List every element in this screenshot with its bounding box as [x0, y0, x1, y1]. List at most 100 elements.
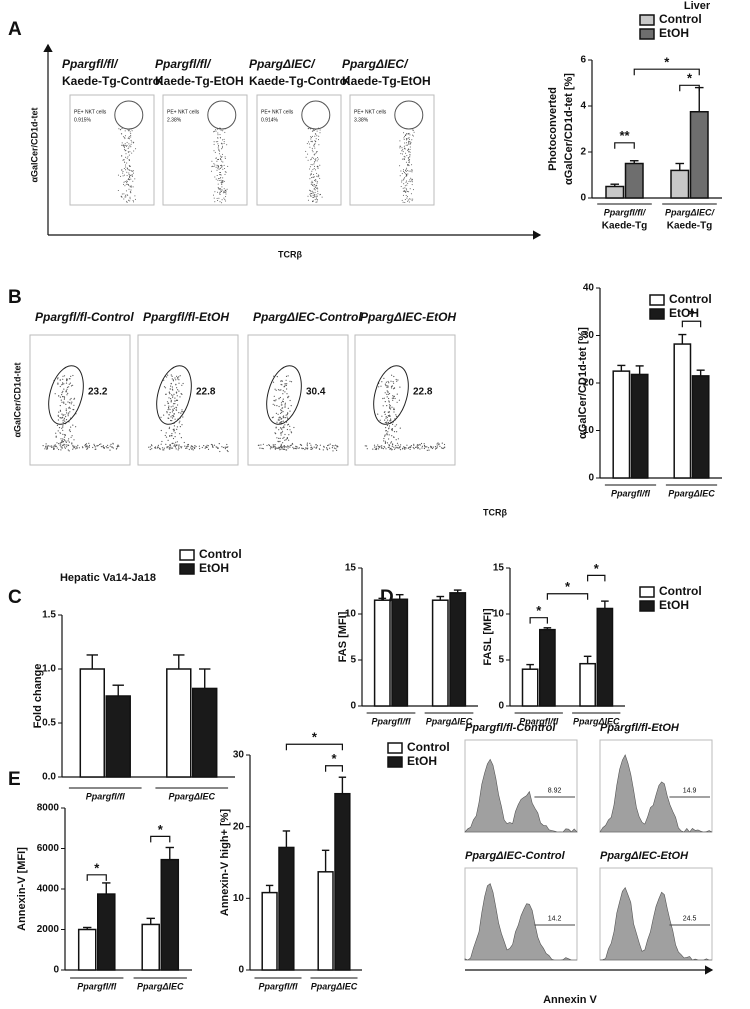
event-dot	[314, 189, 316, 191]
event-dot	[261, 447, 263, 449]
event-dot	[323, 446, 325, 448]
event-dot	[75, 448, 77, 450]
event-dot	[163, 449, 165, 451]
event-dot	[382, 397, 384, 400]
event-dot	[434, 446, 437, 448]
significance-bracket	[679, 84, 700, 92]
event-dot	[216, 160, 218, 162]
event-dot	[274, 404, 276, 406]
event-dot	[172, 395, 174, 397]
event-dot	[273, 375, 275, 377]
event-dot	[413, 131, 415, 133]
event-dot	[219, 134, 221, 136]
event-dot	[169, 446, 171, 448]
event-dot	[149, 448, 151, 451]
event-dot	[404, 173, 406, 175]
event-dot	[86, 445, 88, 447]
event-dot	[62, 416, 64, 418]
event-dot	[283, 415, 285, 417]
event-dot	[313, 168, 315, 170]
legend-label: Control	[659, 12, 702, 26]
event-dot	[407, 163, 408, 165]
event-dot	[174, 432, 176, 434]
event-dot	[214, 176, 216, 178]
plot-label: Ppargfl/fl-Control	[35, 310, 134, 324]
event-dot	[217, 183, 219, 185]
event-dot	[221, 189, 223, 191]
event-dot	[316, 182, 318, 184]
plot-label: Kaede-Tg-Control	[249, 74, 350, 88]
event-dot	[62, 382, 64, 384]
event-dot	[69, 399, 71, 401]
event-dot	[383, 445, 385, 448]
event-dot	[314, 143, 315, 145]
event-dot	[121, 196, 123, 198]
plot-label: Kaede-Tg-Control	[62, 74, 163, 88]
event-dot	[305, 156, 307, 158]
event-dot	[284, 403, 286, 405]
bar	[673, 343, 692, 479]
event-dot	[126, 144, 128, 146]
event-dot	[310, 138, 312, 140]
event-dot	[66, 386, 69, 388]
event-dot	[56, 424, 59, 426]
event-dot	[404, 199, 406, 200]
event-dot	[217, 143, 219, 145]
event-dot	[72, 424, 74, 426]
event-dot	[391, 435, 393, 437]
event-dot	[317, 167, 319, 169]
event-dot	[394, 397, 396, 400]
event-dot	[128, 146, 130, 148]
panel-letter: B	[8, 287, 22, 308]
event-dot	[225, 193, 227, 195]
event-dot	[315, 169, 316, 171]
event-dot	[207, 445, 209, 447]
event-dot	[312, 169, 314, 171]
event-dot	[57, 383, 59, 385]
event-dot	[171, 378, 173, 380]
plot-label: Ppargfl/fl-EtOH	[143, 310, 229, 324]
event-dot	[402, 187, 404, 189]
event-dot	[436, 445, 438, 447]
event-dot	[123, 198, 125, 200]
event-dot	[167, 409, 169, 411]
event-dot	[132, 172, 134, 174]
significance-label: *	[94, 860, 100, 875]
bar	[579, 662, 596, 707]
event-dot	[310, 136, 312, 138]
event-dot	[213, 163, 215, 165]
event-dot	[284, 391, 286, 393]
event-dot	[168, 427, 170, 430]
event-dot	[336, 449, 338, 451]
significance-bracket	[546, 593, 589, 600]
event-dot	[333, 445, 335, 447]
legend-swatch	[639, 14, 655, 26]
event-dot	[102, 446, 104, 448]
event-dot	[131, 130, 133, 132]
y-tick-label: 0	[580, 193, 586, 204]
event-dot	[173, 393, 175, 395]
event-dot	[408, 140, 410, 142]
event-dot	[211, 160, 213, 162]
event-dot	[393, 407, 395, 409]
event-dot	[62, 375, 64, 377]
event-dot	[180, 412, 182, 414]
gate-value: 8.92	[548, 787, 562, 794]
event-dot	[412, 135, 414, 137]
event-dot	[130, 191, 132, 193]
gate-value: 23.2	[88, 387, 108, 398]
event-dot	[434, 448, 437, 450]
event-dot	[171, 435, 173, 437]
bar	[141, 923, 160, 971]
event-dot	[46, 448, 49, 450]
event-dot	[312, 176, 314, 178]
event-dot	[404, 147, 406, 149]
event-dot	[318, 175, 320, 177]
x-tick-label: Ppargfl/fl	[611, 488, 651, 498]
event-dot	[313, 163, 315, 165]
event-dot	[175, 446, 177, 448]
event-dot	[274, 444, 276, 446]
event-dot	[178, 447, 180, 450]
event-dot	[178, 444, 180, 446]
event-dot	[218, 153, 220, 155]
